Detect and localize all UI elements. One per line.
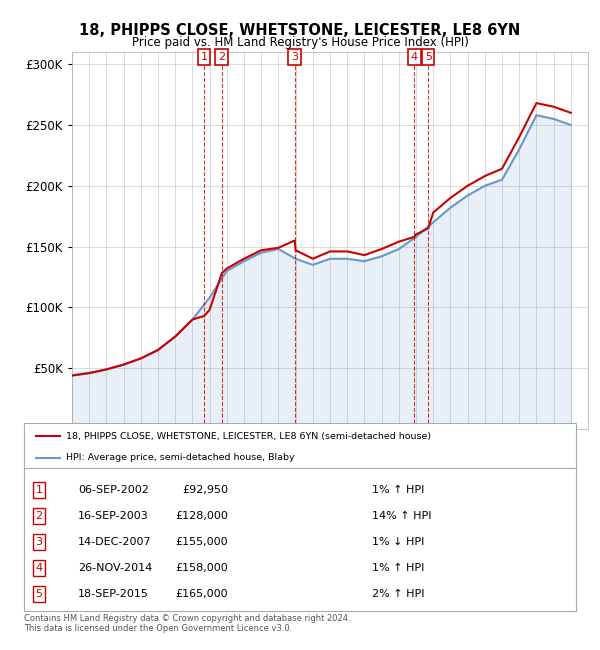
Text: 5: 5 (425, 52, 432, 62)
Text: 18, PHIPPS CLOSE, WHETSTONE, LEICESTER, LE8 6YN: 18, PHIPPS CLOSE, WHETSTONE, LEICESTER, … (79, 23, 521, 38)
Text: 16-SEP-2003: 16-SEP-2003 (78, 511, 149, 521)
Text: HPI: Average price, semi-detached house, Blaby: HPI: Average price, semi-detached house,… (66, 453, 295, 462)
Text: 14% ↑ HPI: 14% ↑ HPI (372, 511, 431, 521)
Text: £92,950: £92,950 (182, 485, 228, 495)
Text: 14-DEC-2007: 14-DEC-2007 (78, 537, 152, 547)
Text: This data is licensed under the Open Government Licence v3.0.: This data is licensed under the Open Gov… (24, 624, 292, 633)
Text: 3: 3 (291, 52, 298, 62)
Text: Price paid vs. HM Land Registry's House Price Index (HPI): Price paid vs. HM Land Registry's House … (131, 36, 469, 49)
Text: 2: 2 (35, 511, 43, 521)
Text: 2% ↑ HPI: 2% ↑ HPI (372, 589, 425, 599)
Text: Contains HM Land Registry data © Crown copyright and database right 2024.: Contains HM Land Registry data © Crown c… (24, 614, 350, 623)
Text: £155,000: £155,000 (175, 537, 228, 547)
Text: £128,000: £128,000 (175, 511, 228, 521)
Text: 2: 2 (218, 52, 226, 62)
Text: 4: 4 (411, 52, 418, 62)
Text: 06-SEP-2002: 06-SEP-2002 (78, 485, 149, 495)
Text: 3: 3 (35, 537, 43, 547)
Text: 1% ↑ HPI: 1% ↑ HPI (372, 563, 424, 573)
Text: 5: 5 (35, 589, 43, 599)
Text: 26-NOV-2014: 26-NOV-2014 (78, 563, 152, 573)
Text: 1: 1 (35, 485, 43, 495)
Text: 18, PHIPPS CLOSE, WHETSTONE, LEICESTER, LE8 6YN (semi-detached house): 18, PHIPPS CLOSE, WHETSTONE, LEICESTER, … (66, 432, 431, 441)
Text: 1% ↑ HPI: 1% ↑ HPI (372, 485, 424, 495)
Text: 4: 4 (35, 563, 43, 573)
Text: £165,000: £165,000 (175, 589, 228, 599)
Text: £158,000: £158,000 (175, 563, 228, 573)
Text: 1: 1 (200, 52, 208, 62)
Text: 18-SEP-2015: 18-SEP-2015 (78, 589, 149, 599)
Text: 1% ↓ HPI: 1% ↓ HPI (372, 537, 424, 547)
